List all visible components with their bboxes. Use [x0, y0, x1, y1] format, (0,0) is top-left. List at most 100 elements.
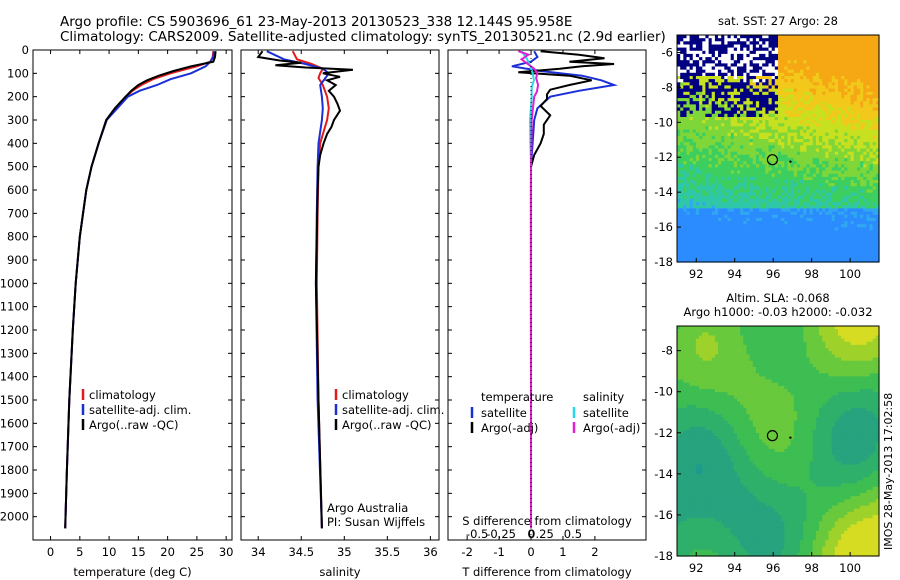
map-cell	[856, 142, 861, 146]
map-cell	[727, 233, 732, 238]
map-cell	[875, 202, 880, 206]
map-cell	[737, 145, 741, 150]
map-cell	[866, 208, 871, 213]
map-cell	[875, 101, 880, 105]
map-cell	[765, 252, 770, 257]
map-cell	[822, 233, 826, 238]
map-cell	[680, 230, 684, 235]
map-cell	[737, 158, 741, 162]
map-cell	[743, 129, 748, 134]
map-cell	[724, 129, 729, 134]
map-cell	[689, 88, 694, 93]
map-cell	[686, 167, 691, 172]
map-cell	[774, 139, 779, 143]
map-cell	[809, 107, 814, 112]
map-cell	[778, 63, 782, 68]
map-cell	[790, 221, 795, 225]
map-cell	[752, 60, 757, 64]
map-cell	[853, 176, 858, 181]
map-cell	[714, 35, 719, 39]
map-cell	[727, 246, 732, 250]
map-cell	[844, 41, 849, 46]
map-cell	[828, 221, 833, 225]
map-cell	[841, 35, 845, 39]
map-cell	[708, 126, 713, 131]
map-cell	[718, 101, 722, 105]
map-cell	[683, 132, 688, 137]
map-cell	[838, 164, 842, 169]
map-cell	[841, 57, 845, 61]
map-cell	[863, 135, 867, 140]
map-cell	[841, 139, 845, 143]
map-cell	[812, 192, 817, 197]
map-cell	[714, 195, 719, 200]
map-cell	[711, 107, 716, 112]
map-cell	[740, 173, 744, 178]
map-cell	[822, 38, 826, 42]
map-cell	[781, 208, 785, 213]
map-cell	[737, 326, 741, 330]
map-cell	[737, 132, 741, 137]
map-cell	[708, 164, 713, 169]
map-cell	[803, 243, 808, 247]
map-cell	[695, 135, 700, 140]
map-cell	[686, 198, 691, 203]
map-cell	[869, 101, 874, 105]
map-cell	[825, 236, 830, 241]
map-cell	[774, 113, 779, 118]
map-cell	[746, 44, 751, 49]
map-cell	[765, 101, 770, 105]
map-cell	[680, 243, 684, 247]
map-cell	[711, 180, 716, 184]
map-cell	[702, 173, 707, 178]
map-cell	[860, 176, 864, 181]
map-cell	[692, 221, 697, 225]
map-cell	[765, 233, 770, 238]
map-cell	[774, 76, 779, 80]
map-cell	[695, 110, 700, 115]
map-cell	[815, 145, 820, 150]
map-cell	[784, 202, 789, 206]
map-cell	[740, 148, 744, 153]
map-cell	[759, 69, 763, 74]
map-cell	[847, 205, 852, 210]
map-cell	[828, 148, 833, 153]
map-cell	[708, 104, 713, 109]
map-cell	[784, 82, 789, 87]
map-cell	[762, 227, 766, 232]
map-cell	[765, 227, 770, 232]
map-cell	[856, 170, 861, 175]
map-cell	[711, 139, 716, 143]
map-cell	[759, 208, 763, 213]
map-cell	[869, 161, 874, 165]
map-cell	[815, 82, 820, 87]
map-cell	[730, 44, 735, 49]
map-cell	[677, 151, 681, 156]
map-cell	[689, 66, 694, 71]
map-cell	[702, 91, 707, 96]
map-cell	[721, 53, 725, 58]
map-cell	[828, 104, 833, 109]
map-cell	[752, 198, 757, 203]
map-cell	[822, 192, 826, 197]
map-cell	[749, 164, 754, 169]
map-cell	[724, 258, 729, 263]
map-cell	[771, 186, 776, 191]
map-cell	[819, 258, 823, 263]
x-axis-label: T difference from climatology	[461, 565, 632, 579]
map-cell	[853, 76, 858, 80]
map-cell	[850, 255, 855, 260]
map-cell	[724, 205, 729, 210]
map-cell	[677, 224, 681, 228]
map-cell	[815, 98, 820, 102]
map-cell	[771, 85, 776, 90]
map-cell	[825, 224, 830, 228]
map-cell	[727, 91, 732, 96]
map-cell	[790, 183, 795, 187]
map-cell	[853, 154, 858, 159]
map-cell	[841, 243, 845, 247]
map-cell	[680, 47, 684, 52]
map-cell	[695, 113, 700, 118]
map-cell	[825, 255, 830, 260]
map-cell	[727, 120, 732, 124]
